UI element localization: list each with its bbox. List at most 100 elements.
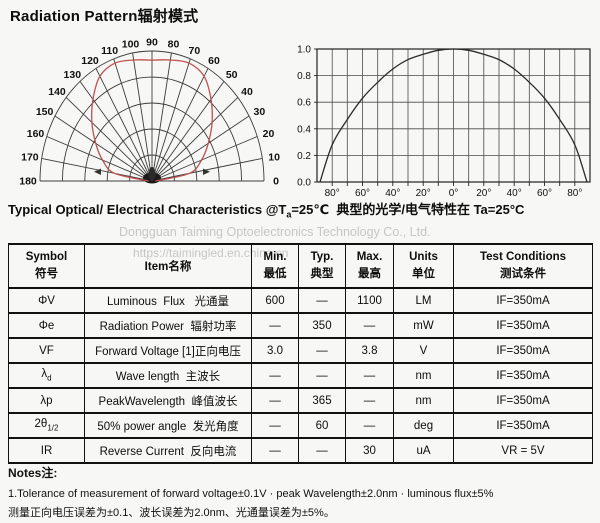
- table-row: ΦV Luminous Flux 光通量 600—1100 LM IF=350mA: [8, 287, 593, 314]
- polar-arrow-left: [94, 168, 101, 175]
- polar-spoke: [113, 58, 153, 182]
- polar-spoke: [54, 115, 153, 182]
- polar-angle-label: 150: [36, 106, 54, 118]
- polar-spoke: [79, 81, 153, 182]
- cell-test-conditions: IF=350mA: [453, 412, 593, 439]
- cell-min: 600: [251, 287, 299, 314]
- cell-units: V: [393, 337, 454, 364]
- cell-min: —: [251, 437, 299, 464]
- col-header-min: Min. 最低: [251, 243, 299, 289]
- cell-max: —: [345, 412, 394, 439]
- polar-angle-label: 50: [226, 69, 238, 81]
- polar-angle-label: 10: [268, 151, 280, 163]
- col-header-typ: Typ. 典型: [298, 243, 346, 289]
- cell-typ: 365: [298, 387, 346, 414]
- section-heading: Typical Optical/ Electrical Characterist…: [8, 199, 524, 220]
- cell-item: PeakWavelength 峰值波长: [84, 387, 252, 414]
- polar-angle-label: 60: [208, 55, 220, 67]
- cell-item: Wave length 主波长: [84, 362, 252, 389]
- y-tick-label: 0.2: [297, 151, 311, 162]
- x-tick-label: 60°: [355, 188, 370, 199]
- polar-angle-label: 130: [64, 69, 82, 81]
- y-tick-label: 1.0: [297, 45, 311, 56]
- table-row: IR Reverse Current 反向电流 — —30 uA VR = 5V: [8, 437, 593, 464]
- cell-min: —: [251, 387, 299, 414]
- polar-angle-label: 0: [273, 176, 279, 188]
- table-row: λd Wave length 主波长 — — — nm IF=350mA: [8, 362, 593, 389]
- polar-spoke: [41, 157, 153, 182]
- cell-max: —: [345, 387, 394, 414]
- polar-spoke: [151, 157, 263, 182]
- cell-typ: 350: [298, 312, 346, 339]
- col-header-max: Max. 最高: [345, 243, 394, 289]
- y-tick-label: 0.0: [297, 178, 311, 189]
- col-header-units: Units 单位: [393, 243, 454, 289]
- cell-min: —: [251, 412, 299, 439]
- polar-angle-label: 70: [189, 45, 201, 57]
- table-row: 2θ1/2 50% power angle 发光角度 —60— deg IF=350mA: [8, 412, 593, 439]
- col-header-test-conditions: Test Conditions 测试条件: [453, 243, 593, 289]
- polar-spoke: [151, 58, 191, 182]
- cell-symbol: λd: [8, 362, 85, 389]
- cell-symbol: 2θ1/2: [8, 412, 85, 439]
- cell-item: Reverse Current 反向电流: [84, 437, 252, 464]
- emitter-mark-core: [148, 167, 156, 181]
- polar-spoke: [65, 97, 153, 182]
- x-tick-label: 20°: [416, 188, 431, 199]
- polar-spoke: [151, 136, 258, 182]
- cell-min: —: [251, 312, 299, 339]
- characteristics-table: Symbol 符号 Item名称 Min. 最低 Typ. 典型 Max. 最高 Units 单位 T…: [8, 243, 593, 464]
- section-heading-subscript: a: [286, 209, 292, 220]
- polar-angle-label: 20: [263, 128, 275, 140]
- x-tick-label: 40°: [507, 188, 522, 199]
- polar-spoke: [151, 68, 209, 182]
- col-header-item: Item名称: [84, 243, 252, 289]
- y-tick-label: 0.4: [297, 124, 311, 135]
- cell-item: Forward Voltage [1]正向电压: [84, 337, 252, 364]
- intensity-curve: [319, 48, 588, 183]
- x-tick-label: 80°: [567, 188, 582, 199]
- cell-symbol: IR: [8, 437, 85, 464]
- polar-spoke: [132, 52, 153, 182]
- polar-angle-label: 110: [101, 45, 118, 57]
- cell-test-conditions: IF=350mA: [453, 362, 593, 389]
- cell-max: 3.8: [345, 337, 394, 364]
- cell-units: nm: [393, 362, 454, 389]
- cell-test-conditions: IF=350mA: [453, 312, 593, 339]
- polar-angle-label: 90: [146, 37, 158, 49]
- cell-typ: 60: [298, 412, 346, 439]
- notes-section: Notes注: 1.Tolerance of measurement of fo…: [8, 462, 568, 523]
- cell-typ: —: [298, 337, 346, 364]
- table-row: Φe Radiation Power 辐射功率 —350— mW IF=350mA: [8, 312, 593, 339]
- cell-symbol: VF: [8, 337, 85, 364]
- x-tick-label: 0°: [449, 188, 459, 199]
- polar-spoke: [151, 81, 225, 182]
- polar-angle-label: 80: [168, 39, 180, 51]
- x-tick-label: 60°: [537, 188, 552, 199]
- note-line-2: 测量正向电压误差为±0.1、波长误差为2.0nm、光通量误差为±5%。: [8, 507, 335, 520]
- polar-spoke: [151, 115, 250, 182]
- x-tick-label: 20°: [476, 188, 491, 199]
- cell-test-conditions: IF=350mA: [453, 337, 593, 364]
- notes-heading: Notes注:: [8, 466, 58, 480]
- cell-units: deg: [393, 412, 454, 439]
- cell-max: 30: [345, 437, 394, 464]
- cell-min: 3.0: [251, 337, 299, 364]
- col-header-symbol: Symbol 符号: [8, 243, 85, 289]
- polar-arrow-right: [203, 168, 210, 175]
- table-row: λp PeakWavelength 峰值波长 —365— nm IF=350mA: [8, 387, 593, 414]
- cell-symbol: Φe: [8, 312, 85, 339]
- polar-spoke: [95, 68, 153, 182]
- table-row: VF Forward Voltage [1]正向电压 3.0—3.8 V IF=350m…: [8, 337, 593, 364]
- polar-angle-label: 180: [19, 176, 37, 188]
- cell-max: —: [345, 362, 394, 389]
- cell-max: 1100: [345, 287, 394, 314]
- polar-angle-label: 170: [21, 151, 39, 163]
- cell-typ: —: [298, 287, 346, 314]
- cell-symbol: ΦV: [8, 287, 85, 314]
- cell-min: —: [251, 362, 299, 389]
- cell-max: —: [345, 312, 394, 339]
- polar-spoke: [151, 52, 172, 182]
